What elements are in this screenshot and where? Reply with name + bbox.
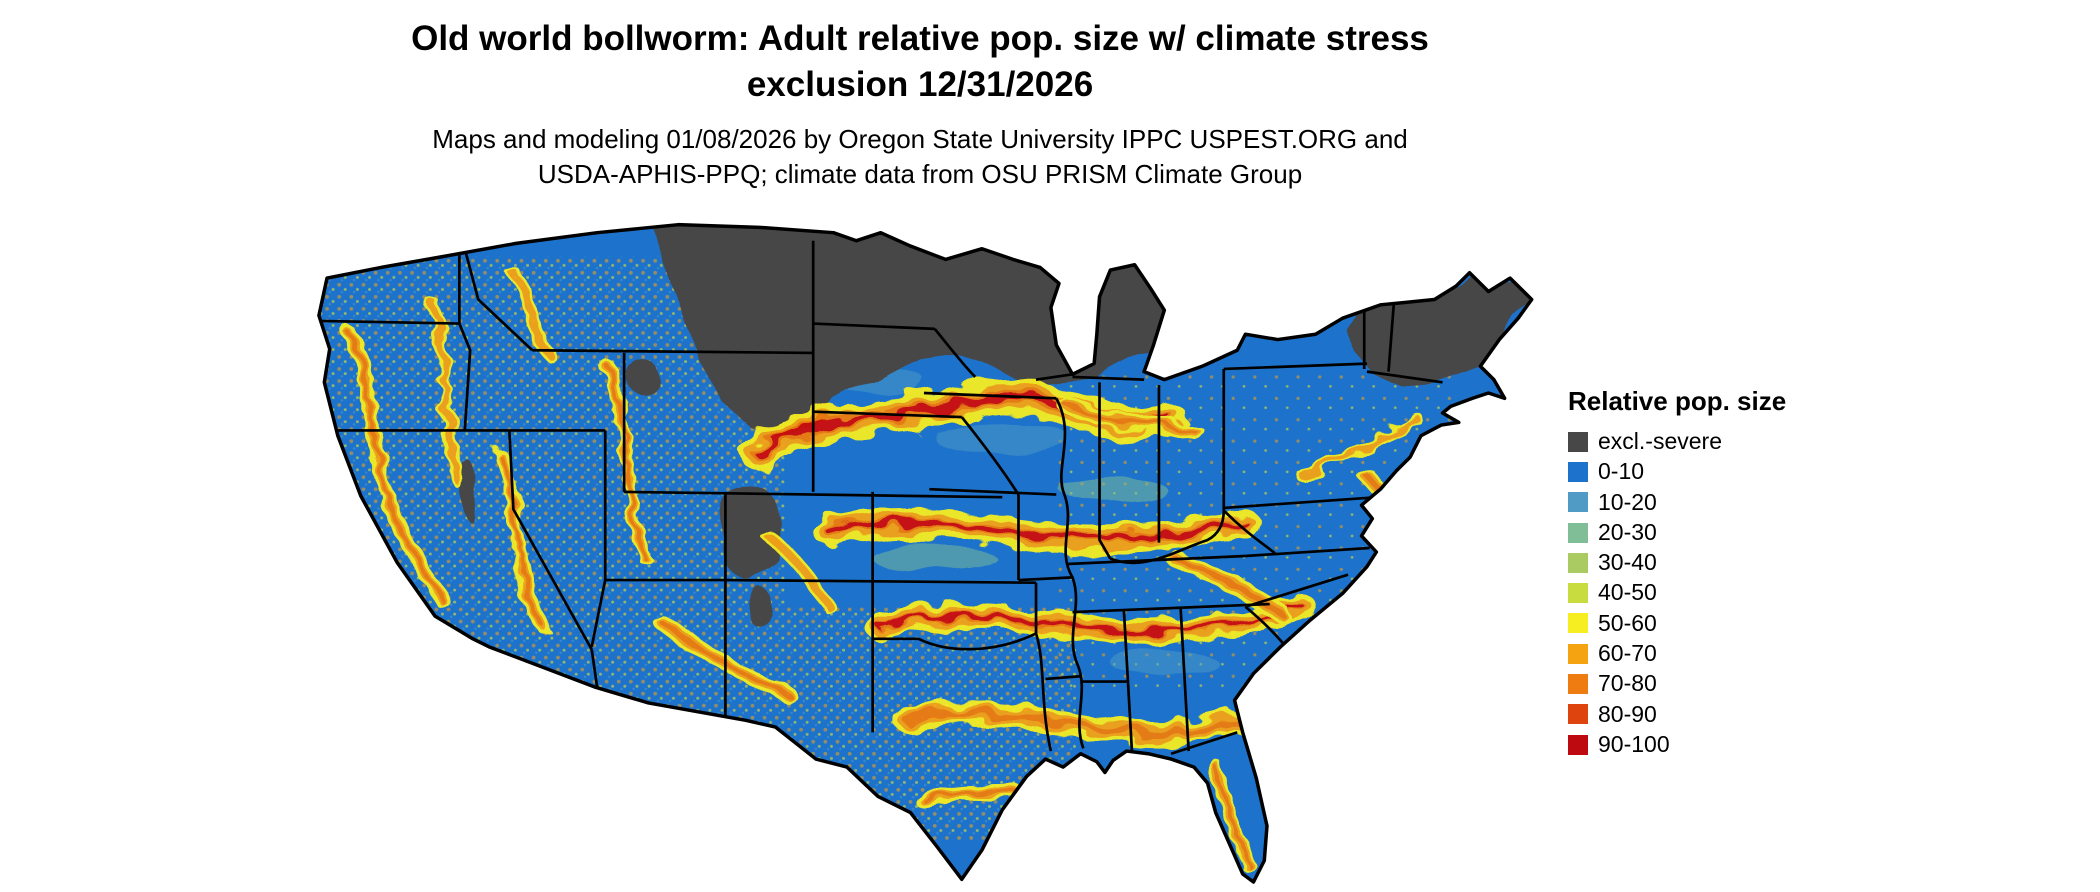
map-subtitle: Maps and modeling 01/08/2026 by Oregon S… — [0, 122, 1840, 192]
legend-label: 60-70 — [1598, 640, 1657, 667]
legend-swatch — [1568, 583, 1588, 604]
legend-items: excl.-severe 0-10 10-20 20-30 30-40 40-50 50-6… — [1568, 428, 1878, 757]
legend-label: 70-80 — [1598, 670, 1657, 697]
legend-item: 80-90 — [1568, 700, 1878, 727]
title-line-1: Old world bollworm: Adult relative pop. … — [411, 19, 1429, 58]
legend-item: 0-10 — [1568, 458, 1878, 485]
subtitle-line-1: Maps and modeling 01/08/2026 by Oregon S… — [432, 124, 1408, 155]
state-borders — [318, 240, 1443, 755]
us-outline — [317, 222, 1534, 884]
legend-swatch — [1568, 492, 1588, 513]
legend-swatch — [1568, 674, 1588, 695]
legend-swatch — [1568, 704, 1588, 725]
title-line-2: exclusion 12/31/2026 — [746, 65, 1094, 105]
subtitle-line-2: USDA-APHIS-PPQ; climate data from OSU PR… — [537, 159, 1303, 190]
legend-label: 30-40 — [1598, 549, 1657, 576]
us-map-svg — [317, 222, 1534, 884]
legend-item: 10-20 — [1568, 488, 1878, 515]
legend-title: Relative pop. size — [1568, 386, 1787, 416]
legend-swatch — [1568, 552, 1588, 573]
legend-swatch — [1568, 734, 1588, 755]
legend-item: 40-50 — [1568, 580, 1878, 605]
legend-swatch — [1568, 431, 1588, 452]
legend-label: 50-60 — [1598, 609, 1657, 636]
legend-item: 70-80 — [1568, 671, 1878, 696]
legend-label: 0-10 — [1598, 458, 1645, 485]
legend-swatch — [1568, 461, 1588, 482]
map-title: Old world bollworm: Adult relative pop. … — [0, 16, 1840, 108]
legend-label: 40-50 — [1598, 579, 1657, 606]
legend-swatch — [1568, 522, 1588, 543]
map-header: Old world bollworm: Adult relative pop. … — [0, 16, 1840, 193]
legend-item: 90-100 — [1568, 730, 1878, 757]
legend-label: 20-30 — [1598, 518, 1657, 545]
legend-label: excl.-severe — [1598, 428, 1722, 454]
legend-item: 20-30 — [1568, 518, 1878, 545]
legend: Relative pop. size excl.-severe 0-10 10-20… — [1568, 386, 1878, 762]
legend-item: 60-70 — [1568, 640, 1878, 667]
legend-label: 80-90 — [1598, 700, 1657, 727]
legend-item: excl.-severe — [1568, 428, 1878, 454]
legend-item: 30-40 — [1568, 549, 1878, 576]
legend-label: 90-100 — [1598, 730, 1670, 757]
us-map — [300, 222, 1556, 890]
legend-swatch — [1568, 613, 1588, 634]
legend-item: 50-60 — [1568, 609, 1878, 636]
legend-swatch — [1568, 643, 1588, 664]
legend-label: 10-20 — [1598, 488, 1657, 515]
